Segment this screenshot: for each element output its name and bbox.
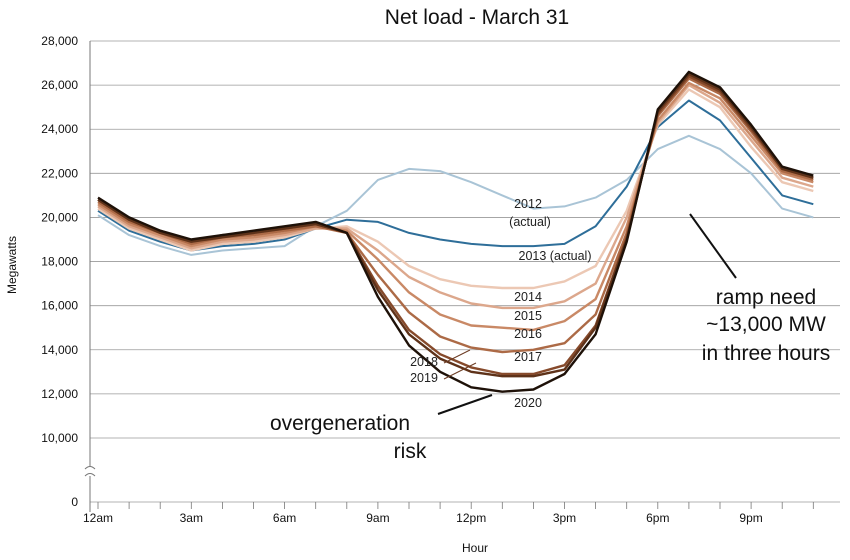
x-tick-label: 3am — [180, 511, 203, 525]
series-label-2016: 2016 — [514, 327, 542, 341]
x-axis-label: Hour — [462, 541, 488, 555]
y-tick-label: 22,000 — [41, 166, 78, 180]
series-label-2019: 2019 — [410, 371, 438, 385]
y-tick-label: 20,000 — [41, 210, 78, 224]
series-label-2014: 2014 — [514, 290, 542, 304]
series-label-2012: 2012 — [514, 197, 542, 211]
y-tick-label: 10,000 — [41, 431, 78, 445]
axes: 28,000 26,000 24,000 22,000 20,000 18,000 16,0… — [41, 34, 814, 525]
annotations: overgeneration risk ramp need ~13,000 MW in … — [270, 213, 830, 463]
y-tick-label: 28,000 — [41, 34, 78, 48]
x-tick-label: 12am — [83, 511, 113, 525]
series-line-2016 — [97, 81, 814, 332]
series-line-2017 — [97, 77, 814, 354]
series-label-2020: 2020 — [514, 396, 542, 410]
gridlines — [90, 40, 840, 503]
y-tick-label: 24,000 — [41, 122, 78, 136]
x-tick-label: 9am — [366, 511, 389, 525]
y-tick-label: 12,000 — [41, 387, 78, 401]
x-tick-label: 6pm — [646, 511, 669, 525]
y-tick-label: 16,000 — [41, 299, 78, 313]
series-line-2012 — [97, 134, 814, 256]
y-tick-label: 26,000 — [41, 78, 78, 92]
y-tick-label-zero: 0 — [71, 495, 78, 509]
series-line-2014 — [97, 88, 814, 290]
y-axis-label: Megawatts — [5, 236, 19, 294]
series-label-2015: 2015 — [514, 309, 542, 323]
series-line-2019 — [97, 72, 814, 378]
x-tick-label: 3pm — [553, 511, 576, 525]
overgeneration-pointer — [437, 394, 493, 415]
series-label-2012: (actual) — [509, 215, 551, 229]
series-line-2020 — [97, 70, 814, 393]
overgeneration-annotation: overgeneration — [270, 412, 410, 435]
series-label-2018: 2018 — [410, 355, 438, 369]
ramp-need-annotation: ramp need — [716, 286, 816, 309]
axis-break-mark — [84, 466, 96, 477]
overgeneration-annotation: risk — [394, 440, 427, 463]
x-tick-label: 6am — [273, 511, 296, 525]
series-line-2013 — [97, 99, 814, 252]
y-tick-label: 14,000 — [41, 343, 78, 357]
y-tick-label: 18,000 — [41, 255, 78, 269]
series-lines — [97, 70, 814, 393]
ramp-need-pointer — [689, 213, 737, 279]
leader-2019 — [443, 362, 477, 380]
series-label-2013: 2013 (actual) — [519, 249, 592, 263]
ramp-need-annotation: in three hours — [702, 342, 830, 365]
chart-title: Net load - March 31 — [385, 6, 569, 29]
ramp-need-annotation: ~13,000 MW — [706, 313, 826, 336]
series-label-2017: 2017 — [514, 350, 542, 364]
leader-2018 — [443, 349, 471, 364]
x-tick-label: 12pm — [456, 511, 486, 525]
series-line-2015 — [97, 83, 814, 310]
x-tick-label: 9pm — [739, 511, 762, 525]
series-labels: 2012 (actual) 2013 (actual) 2014 2015 2016 201… — [410, 197, 591, 410]
